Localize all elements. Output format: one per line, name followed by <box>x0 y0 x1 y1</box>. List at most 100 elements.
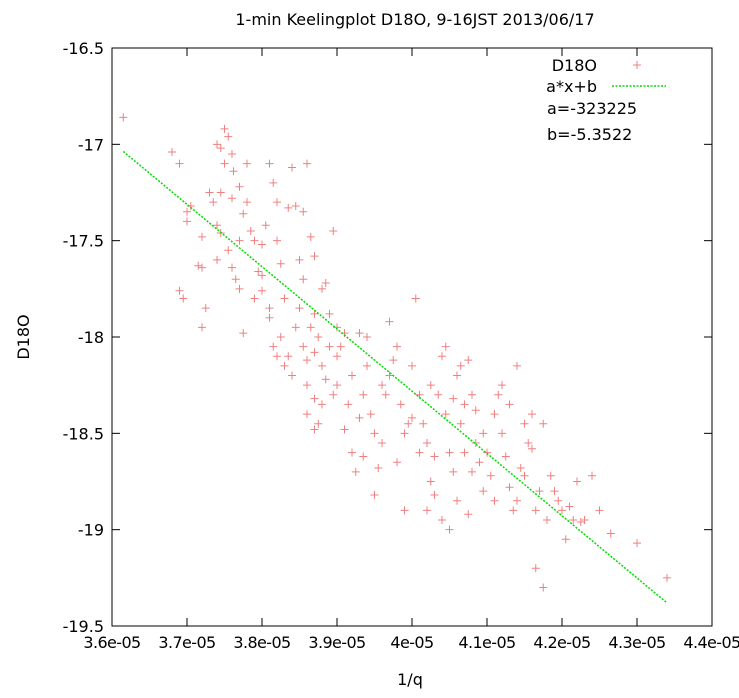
data-point <box>449 394 458 403</box>
data-point <box>243 198 251 207</box>
data-point <box>490 410 499 419</box>
data-point <box>228 263 236 272</box>
data-point <box>561 535 570 544</box>
data-point <box>201 304 210 313</box>
data-point <box>483 448 491 457</box>
data-point <box>633 539 641 548</box>
data-point <box>318 284 326 293</box>
y-tick-label: -18 <box>78 328 104 347</box>
data-point <box>441 342 450 351</box>
y-tick-label: -17.5 <box>63 232 104 251</box>
data-point <box>408 413 416 422</box>
data-point <box>284 203 293 212</box>
data-point <box>310 252 319 261</box>
data-point <box>513 496 521 505</box>
data-point <box>198 323 206 332</box>
data-point <box>333 381 341 390</box>
data-point <box>258 286 266 295</box>
data-point <box>520 471 529 480</box>
data-point <box>276 333 285 341</box>
data-point <box>524 438 533 447</box>
data-point <box>310 348 319 357</box>
data-point <box>198 263 206 272</box>
data-point <box>213 255 221 264</box>
data-point <box>306 232 315 241</box>
x-tick-label: 4.3e-05 <box>608 633 665 652</box>
x-tick-label: 3.7e-05 <box>158 633 215 652</box>
data-point <box>299 342 308 351</box>
data-point <box>119 113 128 122</box>
data-point <box>430 452 439 461</box>
data-point <box>576 517 585 526</box>
data-point <box>464 356 473 365</box>
data-point <box>426 381 435 390</box>
data-point <box>310 394 319 403</box>
data-point <box>400 429 409 438</box>
data-point <box>235 182 244 191</box>
axis-ticks: -19.5 -19 -18.5 -18 -17.5 -17 -16.5 3.6e-05 3.7e… <box>63 39 739 652</box>
data-point <box>588 471 596 480</box>
data-point <box>558 506 566 515</box>
data-point <box>453 496 461 505</box>
legend-label-d18o: D18O <box>552 56 597 75</box>
data-point <box>486 471 495 480</box>
data-point <box>404 419 413 428</box>
data-point <box>273 236 281 245</box>
x-tick-label: 4.2e-05 <box>533 633 590 652</box>
x-tick-label: 4.4e-05 <box>683 633 739 652</box>
data-point <box>366 410 375 419</box>
data-point <box>239 209 248 218</box>
data-point <box>179 294 188 303</box>
data-point <box>303 381 311 390</box>
data-point <box>250 294 259 303</box>
data-point <box>359 452 368 461</box>
data-point <box>235 284 244 293</box>
data-point <box>565 502 574 511</box>
data-point <box>509 506 518 515</box>
data-point <box>314 333 323 341</box>
data-point <box>168 148 176 157</box>
data-point <box>498 429 506 438</box>
data-point <box>479 429 488 438</box>
fit-line <box>122 150 668 604</box>
data-point <box>374 464 383 473</box>
data-point <box>209 198 218 207</box>
data-point <box>400 506 409 515</box>
legend-label-fit: a*x+b <box>546 77 597 96</box>
data-point <box>663 573 671 582</box>
data-point <box>351 467 360 476</box>
data-point <box>516 464 525 473</box>
y-tick-label: -19 <box>78 521 104 540</box>
data-point <box>280 294 289 303</box>
data-point <box>216 144 225 153</box>
data-point <box>468 467 476 476</box>
data-point <box>318 361 326 370</box>
data-point <box>265 159 274 168</box>
annotation-b: b=-5.3522 <box>547 125 632 144</box>
data-point <box>539 419 548 428</box>
data-point <box>273 352 281 361</box>
data-point <box>389 356 398 365</box>
data-point <box>288 371 296 380</box>
annotation-a: a=-323225 <box>547 99 637 118</box>
data-point <box>220 159 229 168</box>
data-point <box>224 132 233 141</box>
data-point <box>531 506 540 515</box>
data-point <box>194 261 203 270</box>
data-point <box>265 304 274 313</box>
data-point <box>329 227 338 236</box>
data-point <box>370 490 379 499</box>
data-point <box>336 342 345 351</box>
x-tick-label: 3.9e-05 <box>308 633 365 652</box>
data-point <box>434 390 443 399</box>
data-point <box>228 149 236 158</box>
data-point <box>276 259 285 268</box>
x-axis-label: 1/q <box>397 670 423 689</box>
data-point <box>415 448 424 457</box>
x-tick-label: 4e-05 <box>390 633 433 652</box>
data-point <box>310 309 319 318</box>
data-point <box>573 477 581 486</box>
data-point <box>505 400 514 409</box>
data-point <box>378 438 386 447</box>
data-point <box>359 390 368 399</box>
